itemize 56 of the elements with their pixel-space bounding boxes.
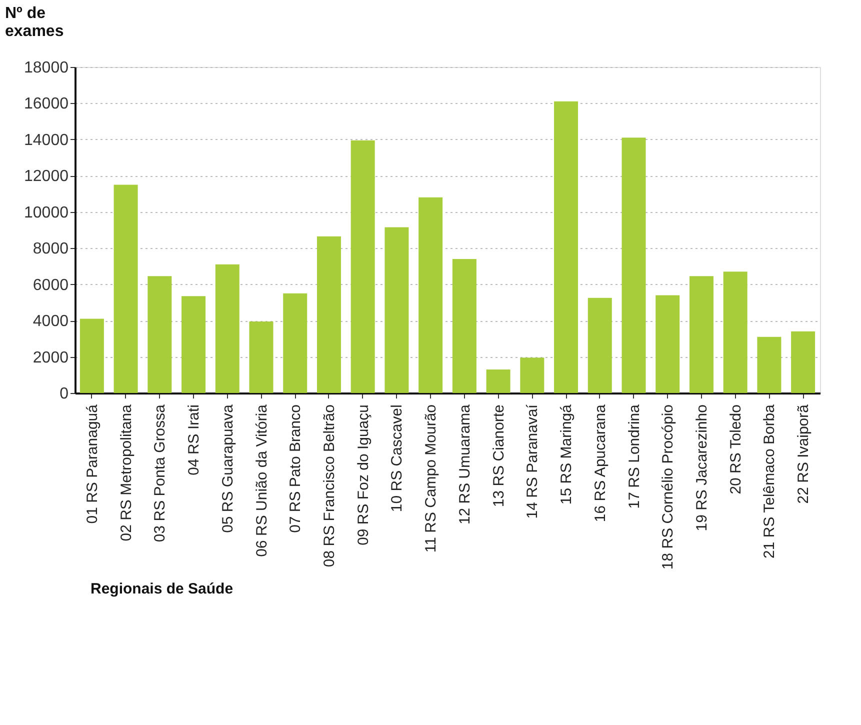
x-tick-label: 22 RS Ivaiporã: [795, 404, 812, 504]
x-tick-label: 18 RS Cornélio Procópio: [660, 404, 677, 570]
bar: [316, 236, 341, 393]
y-tick-label: 16000: [24, 96, 69, 113]
x-tick-label: 12 RS Umuarama: [456, 404, 474, 525]
y-tick-label: 2000: [32, 349, 69, 366]
x-tick-label: 04 RS Irati: [186, 404, 203, 476]
bar: [283, 293, 308, 393]
x-axis-title: Regionais de Saúde: [90, 580, 234, 598]
bar: [791, 331, 816, 393]
bar: [350, 140, 375, 393]
bar: [114, 184, 138, 393]
y-tick-label: 18000: [24, 60, 69, 76]
bar: [182, 296, 206, 393]
y-tick-label: 0: [60, 386, 69, 402]
x-tick-label: 01 RS Paranaguá: [84, 404, 101, 524]
x-tick-label: 10 RS Cascavel: [388, 404, 406, 512]
x-tick-label: 21 RS Telêmaco Borba: [761, 404, 778, 558]
bar: [622, 138, 646, 393]
bar: [80, 318, 104, 393]
y-tick-label: 12000: [24, 168, 69, 186]
y-tick-label: 14000: [24, 132, 69, 149]
x-tick-label: 02 RS Metropolitana: [118, 404, 135, 542]
bar: [418, 197, 443, 393]
x-tick-label: 07 RS Pato Branco: [287, 404, 304, 533]
bar: [452, 258, 476, 393]
x-tick-label: 19 RS Jacarezinho: [693, 404, 710, 532]
bar: [723, 272, 748, 393]
x-tick-label: 20 RS Toledo: [727, 404, 744, 494]
bar: [520, 358, 544, 393]
x-tick-label: 06 RS União da Vitória: [253, 404, 270, 557]
x-tick-label: 05 RS Guarapuava: [219, 404, 236, 533]
bar: [656, 295, 680, 393]
x-tick-label: 16 RS Apucarana: [592, 404, 609, 522]
bar: [215, 264, 240, 393]
chart-title: Nº de exames: [5, 5, 64, 40]
x-tick-label: 03 RS Ponta Grossa: [152, 404, 169, 542]
y-tick-label: 6000: [32, 276, 69, 294]
x-tick-label: 15 RS Maringá: [558, 404, 576, 505]
y-tick-label: 10000: [24, 204, 69, 222]
x-tick-label: 13 RS Cianorte: [490, 404, 508, 508]
bar: [384, 227, 409, 393]
x-tick-label: 17 RS Londrina: [626, 404, 643, 509]
y-tick-label: 4000: [32, 313, 69, 330]
bar: [757, 336, 782, 393]
bar: [249, 321, 274, 393]
bar: [689, 276, 714, 393]
y-tick-label: 8000: [32, 240, 69, 258]
bar: [554, 101, 578, 393]
x-tick-label: 08 RS Francisco Beltrão: [320, 404, 338, 568]
x-tick-label: 09 RS Foz do Iguaçu: [354, 404, 372, 546]
x-tick-label: 11 RS Campo Mourão: [422, 404, 440, 553]
bar: [148, 276, 172, 393]
bar: [486, 369, 510, 393]
x-tick-label: 14 RS Paranavaí: [524, 404, 542, 519]
bar: [588, 298, 612, 393]
